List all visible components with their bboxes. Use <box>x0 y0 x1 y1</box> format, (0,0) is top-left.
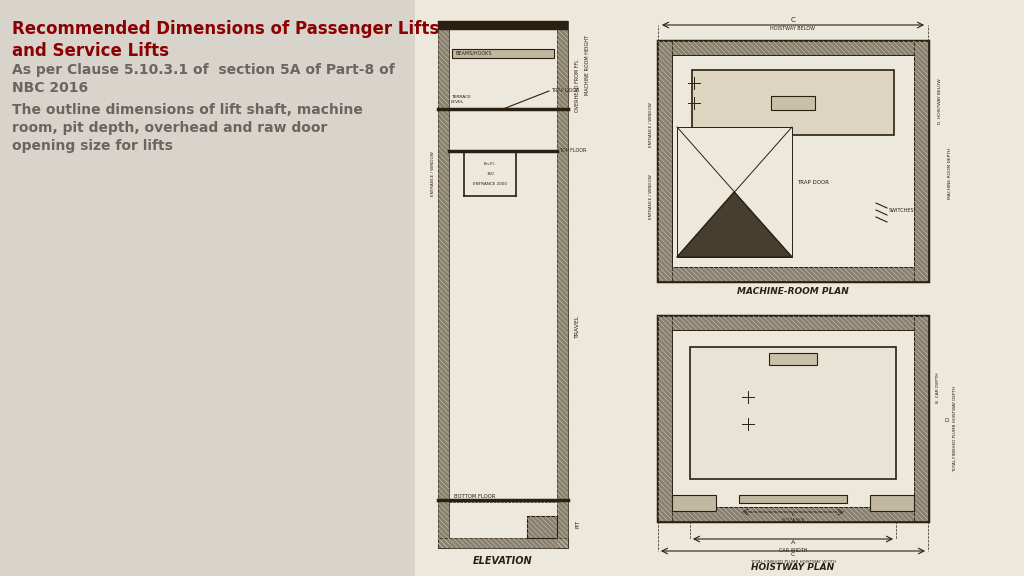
Text: 150: 150 <box>486 172 494 176</box>
Bar <box>438 21 568 30</box>
Bar <box>690 347 896 479</box>
Text: opening size for lifts: opening size for lifts <box>12 139 173 153</box>
Text: ENTRANCE / WINDOW: ENTRANCE / WINDOW <box>431 151 435 196</box>
Bar <box>415 0 1024 576</box>
Bar <box>658 316 672 521</box>
Text: MACHINE ROOM HEIGHT: MACHINE ROOM HEIGHT <box>585 35 590 95</box>
Text: HOISTWAY BELOW: HOISTWAY BELOW <box>770 26 815 31</box>
Text: D  HOISTWAY BELOW: D HOISTWAY BELOW <box>938 78 942 124</box>
Text: ENTRANCE / WINDOW: ENTRANCE / WINDOW <box>649 103 653 147</box>
Bar <box>672 41 914 55</box>
Bar <box>672 267 914 281</box>
Text: A: A <box>791 540 795 545</box>
Text: C: C <box>791 552 796 557</box>
Bar <box>914 316 928 521</box>
Text: TRAVEL: TRAVEL <box>575 314 580 338</box>
Bar <box>557 21 568 109</box>
Bar <box>672 495 716 511</box>
Text: room, pit depth, overhead and raw door: room, pit depth, overhead and raw door <box>12 121 328 135</box>
Text: TRAP DOOR: TRAP DOOR <box>797 180 829 184</box>
Bar <box>870 495 914 511</box>
Text: MACHINE-ROOM PLAN: MACHINE-ROOM PLAN <box>737 287 849 296</box>
Text: D: D <box>945 416 950 420</box>
Bar <box>672 507 914 521</box>
Text: ENTRANCE 2000: ENTRANCE 2000 <box>473 182 507 186</box>
Text: BEAMS/HOOKS: BEAMS/HOOKS <box>455 51 492 55</box>
Bar <box>438 538 568 548</box>
Text: C: C <box>791 17 796 23</box>
Text: HOISTWAY PLAN: HOISTWAY PLAN <box>752 563 835 572</box>
Text: SWITCHES: SWITCHES <box>889 207 914 213</box>
Bar <box>677 127 792 257</box>
Bar <box>658 41 928 281</box>
Text: TERRACE
LEVEL: TERRACE LEVEL <box>451 96 471 104</box>
Bar <box>672 316 914 330</box>
Bar <box>452 49 554 58</box>
Bar <box>527 516 557 538</box>
Text: ENTRANCE / WINDOW: ENTRANCE / WINDOW <box>649 175 653 219</box>
Text: CAR WIDTH: CAR WIDTH <box>778 548 807 553</box>
Text: Recommended Dimensions of Passenger Lifts: Recommended Dimensions of Passenger Lift… <box>12 20 439 38</box>
Text: and Service Lifts: and Service Lifts <box>12 42 169 60</box>
Bar <box>438 21 449 109</box>
Bar <box>738 495 848 503</box>
Text: B  CAR DEPTH: B CAR DEPTH <box>936 373 940 403</box>
Text: TOTAL FINISHED PLUMB HOISTWAY DEPTH: TOTAL FINISHED PLUMB HOISTWAY DEPTH <box>953 386 957 472</box>
Text: Fin.Fl.: Fin.Fl. <box>484 162 496 166</box>
Bar <box>771 96 815 110</box>
Bar <box>658 316 928 521</box>
Text: The outline dimensions of lift shaft, machine: The outline dimensions of lift shaft, ma… <box>12 103 362 117</box>
Bar <box>658 41 672 281</box>
Text: OVERHEAD FROM FFL: OVERHEAD FROM FFL <box>575 59 580 112</box>
Text: ELEVATION: ELEVATION <box>473 556 532 566</box>
Bar <box>449 30 557 109</box>
Text: MACHINE-ROOM DEPTH: MACHINE-ROOM DEPTH <box>948 147 952 199</box>
Text: BOTTOM FLOOR: BOTTOM FLOOR <box>454 494 496 499</box>
Text: E
ENTRANCE: E ENTRANCE <box>781 513 805 522</box>
Polygon shape <box>677 192 792 257</box>
Bar <box>914 41 928 281</box>
Bar <box>438 109 449 548</box>
Bar <box>449 109 557 500</box>
Text: TOP FLOOR: TOP FLOOR <box>559 149 587 153</box>
Text: PIT: PIT <box>575 520 580 528</box>
Bar <box>672 55 914 267</box>
Text: TRAP DOOR: TRAP DOOR <box>551 89 580 93</box>
Bar <box>557 109 568 548</box>
Bar <box>692 70 894 135</box>
Text: As per Clause 5.10.3.1 of  section 5A of Part-8 of: As per Clause 5.10.3.1 of section 5A of … <box>12 63 394 77</box>
Bar <box>527 516 557 538</box>
Text: TOTAL FINISHED PLUMB HOISTWAY WIDTH: TOTAL FINISHED PLUMB HOISTWAY WIDTH <box>750 560 836 564</box>
Bar <box>769 353 817 365</box>
Bar <box>672 330 914 507</box>
Text: NBC 2016: NBC 2016 <box>12 81 88 95</box>
